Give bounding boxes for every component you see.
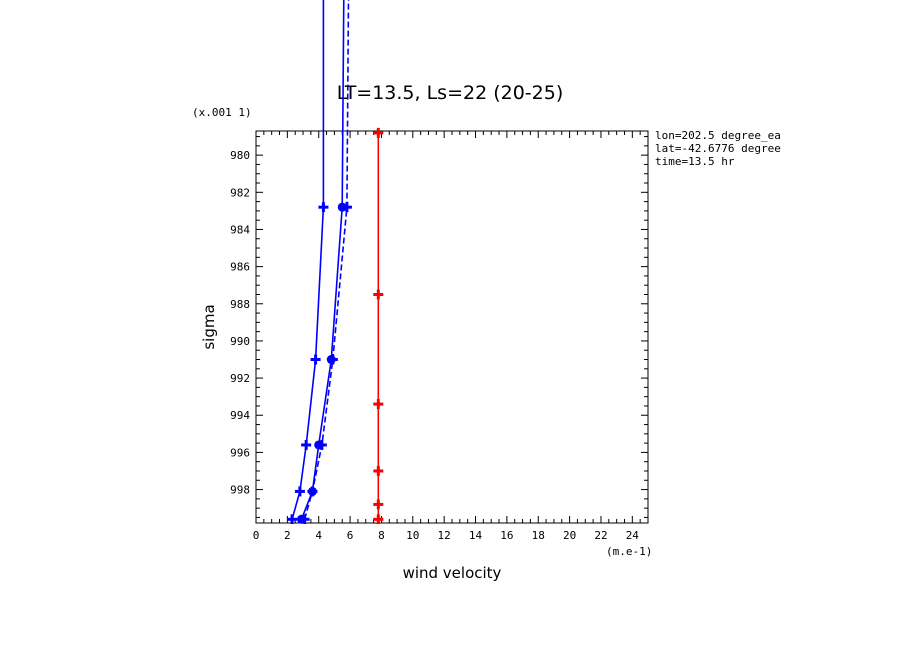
x-axis-unit: (m.e-1) (606, 545, 652, 558)
y-axis-ticks: 980 982 984 986 988 990 992 994 996 998 (230, 136, 648, 518)
y-tick-label: 988 (230, 298, 250, 311)
annotation-time: time=13.5 hr (655, 155, 735, 168)
x-axis-ticks: 0 2 4 6 8 10 12 14 16 18 20 22 24 (253, 131, 649, 542)
y-tick-label: 996 (230, 446, 250, 459)
x-tick-label: 24 (626, 529, 640, 542)
y-tick-label: 980 (230, 149, 250, 162)
data-point (373, 465, 384, 476)
chart-title: LT=13.5, Ls=22 (20-25) (337, 82, 564, 104)
y-tick-label: 982 (230, 186, 250, 199)
y-axis-unit: (x.001 1) (192, 106, 252, 119)
data-point (373, 289, 384, 300)
x-tick-label: 10 (406, 529, 419, 542)
annotation-lat: lat=-42.6776 degree (655, 142, 781, 155)
x-tick-label: 8 (378, 529, 385, 542)
x-tick-label: 4 (315, 529, 322, 542)
data-point (373, 399, 384, 410)
y-tick-label: 990 (230, 335, 250, 348)
data-point (307, 486, 317, 496)
series-line-2 (303, 0, 350, 520)
x-tick-label: 2 (284, 529, 291, 542)
y-tick-label: 986 (230, 261, 250, 274)
data-point (301, 439, 312, 450)
data-point (318, 202, 329, 213)
plot-frame (255, 130, 649, 524)
data-point (373, 499, 384, 510)
series-line-3 (300, 0, 345, 520)
data-point (294, 486, 305, 497)
annotation-lon: lon=202.5 degree_ea (655, 129, 781, 142)
x-tick-label: 22 (594, 529, 607, 542)
data-point (326, 355, 336, 365)
x-tick-label: 16 (500, 529, 513, 542)
x-axis-label: wind velocity (403, 564, 502, 582)
x-tick-label: 14 (469, 529, 483, 542)
data-point (337, 202, 347, 212)
data-point (373, 514, 384, 524)
data-point (310, 354, 321, 365)
x-tick-label: 6 (347, 529, 354, 542)
data-point (373, 127, 384, 138)
y-tick-label: 984 (230, 223, 250, 236)
y-tick-label: 992 (230, 372, 250, 385)
series-layer (287, 0, 384, 524)
x-tick-label: 18 (532, 529, 545, 542)
data-point (287, 514, 298, 524)
data-point (314, 440, 324, 450)
data-point (296, 514, 306, 524)
x-tick-label: 0 (253, 529, 260, 542)
y-tick-label: 998 (230, 484, 250, 497)
y-axis-label: sigma (200, 304, 218, 349)
x-tick-label: 12 (438, 529, 451, 542)
x-tick-label: 20 (563, 529, 576, 542)
y-tick-label: 994 (230, 409, 250, 422)
